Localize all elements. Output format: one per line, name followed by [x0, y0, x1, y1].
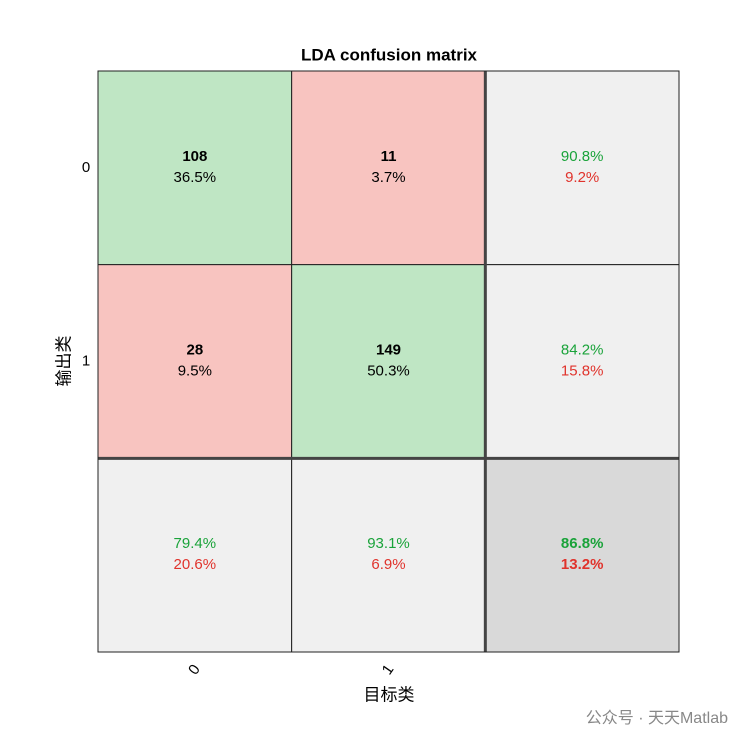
col-error: 20.6%	[174, 556, 217, 573]
cell-percent: 50.3%	[367, 362, 410, 379]
cell	[291, 264, 486, 459]
overall-error: 13.2%	[561, 556, 604, 573]
cell-count: 28	[186, 341, 203, 358]
y-axis-label: 输出类	[55, 336, 75, 387]
cell-count: 108	[182, 148, 207, 165]
row-correct: 84.2%	[561, 341, 604, 358]
col-correct: 79.4%	[174, 535, 217, 552]
watermark: 公众号 · 天天Matlab	[586, 709, 728, 727]
row-correct: 90.8%	[561, 148, 604, 165]
x-tick-label: 0	[185, 661, 204, 678]
overall-correct: 86.8%	[561, 535, 604, 552]
cell-count: 11	[381, 148, 397, 165]
cell-percent: 9.5%	[178, 362, 212, 379]
frame	[97, 70, 680, 653]
row-error: 15.8%	[561, 362, 604, 379]
chart-title: LDA confusion matrix	[301, 45, 478, 64]
cell	[97, 264, 293, 459]
cell	[97, 70, 293, 266]
row-error: 9.2%	[565, 169, 599, 186]
cell-count: 149	[376, 341, 401, 358]
col-correct: 93.1%	[367, 535, 410, 552]
x-axis-label: 目标类	[364, 686, 415, 706]
y-tick-label: 0	[82, 159, 90, 176]
x-tick-label: 1	[379, 661, 398, 678]
cell	[97, 457, 293, 653]
cell	[291, 70, 486, 266]
cell	[291, 457, 486, 653]
y-tick-label: 1	[82, 352, 90, 369]
col-error: 6.9%	[371, 556, 405, 573]
cell-percent: 3.7%	[371, 169, 405, 186]
cell	[484, 264, 680, 459]
cell-percent: 36.5%	[174, 169, 217, 186]
